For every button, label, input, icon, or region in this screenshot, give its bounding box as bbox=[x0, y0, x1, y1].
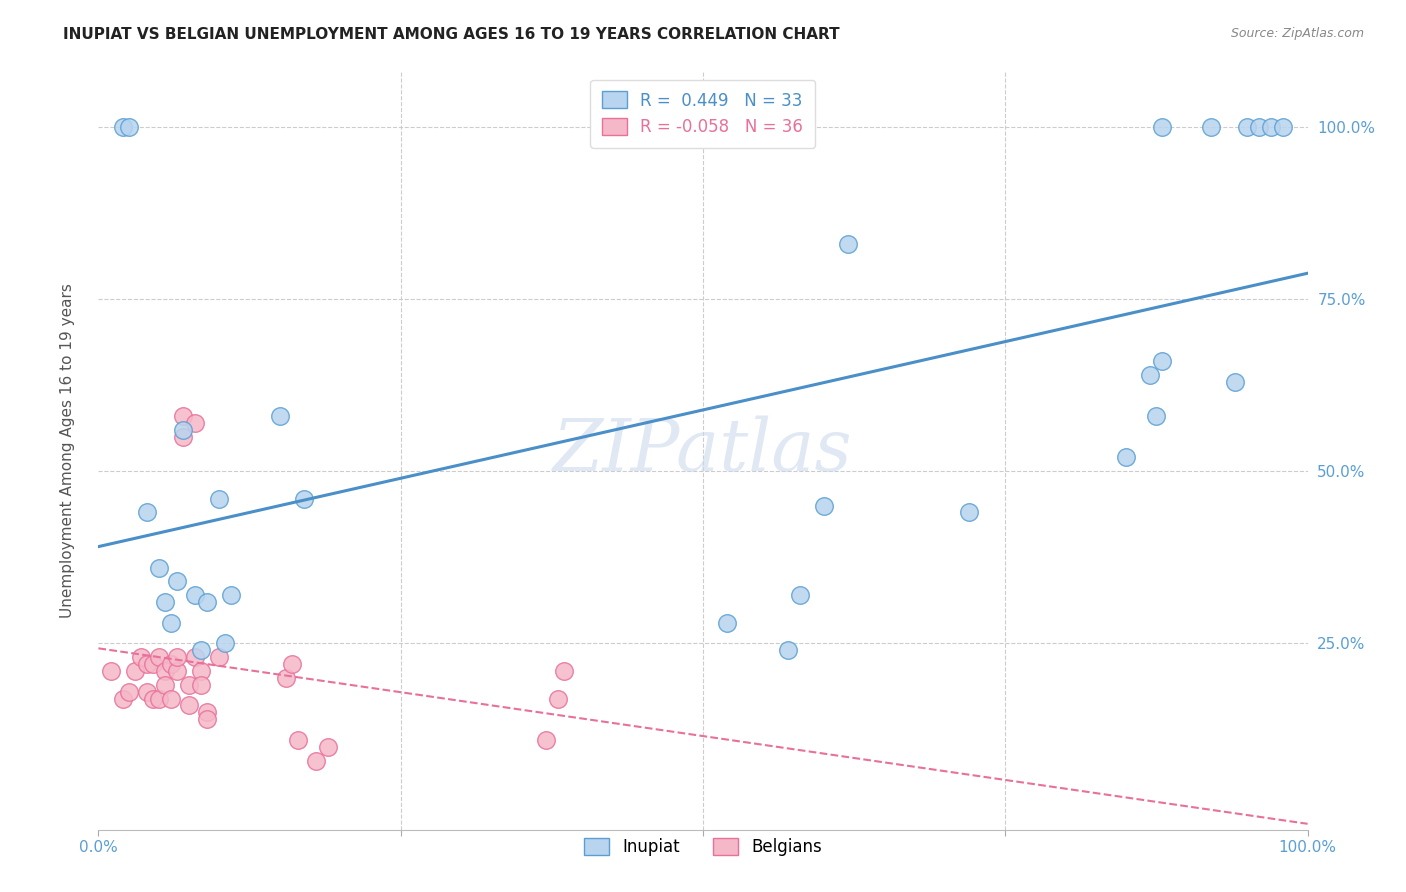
Point bbox=[153, 595, 176, 609]
Point bbox=[1236, 120, 1258, 134]
Point bbox=[160, 615, 183, 630]
Point bbox=[269, 409, 291, 423]
Point bbox=[142, 691, 165, 706]
Point bbox=[184, 416, 207, 430]
Point bbox=[142, 657, 165, 672]
Point bbox=[1223, 375, 1246, 389]
Point bbox=[534, 733, 557, 747]
Point bbox=[148, 650, 170, 665]
Point bbox=[292, 491, 315, 506]
Point bbox=[1272, 120, 1295, 134]
Text: Source: ZipAtlas.com: Source: ZipAtlas.com bbox=[1230, 27, 1364, 40]
Point bbox=[179, 698, 201, 713]
Point bbox=[172, 423, 194, 437]
Point bbox=[195, 706, 218, 720]
Point bbox=[160, 691, 183, 706]
Y-axis label: Unemployment Among Ages 16 to 19 years: Unemployment Among Ages 16 to 19 years bbox=[60, 283, 75, 618]
Point bbox=[837, 236, 859, 251]
Text: ZIPatlas: ZIPatlas bbox=[553, 415, 853, 486]
Point bbox=[553, 664, 575, 678]
Point bbox=[208, 650, 231, 665]
Point bbox=[1249, 120, 1271, 134]
Point bbox=[214, 636, 236, 650]
Point bbox=[1152, 120, 1174, 134]
Point bbox=[129, 650, 152, 665]
Point bbox=[1115, 450, 1137, 465]
Point bbox=[274, 671, 297, 685]
Point bbox=[190, 643, 212, 657]
Point bbox=[716, 615, 738, 630]
Point bbox=[153, 664, 176, 678]
Point bbox=[1152, 354, 1174, 368]
Point bbox=[190, 664, 212, 678]
Point bbox=[1139, 368, 1161, 382]
Point bbox=[153, 678, 176, 692]
Point bbox=[208, 491, 231, 506]
Point bbox=[111, 120, 134, 134]
Point bbox=[190, 678, 212, 692]
Point bbox=[221, 588, 243, 602]
Point bbox=[166, 574, 188, 589]
Point bbox=[118, 120, 141, 134]
Point bbox=[172, 430, 194, 444]
Point bbox=[148, 691, 170, 706]
Point bbox=[135, 506, 157, 520]
Point bbox=[287, 733, 309, 747]
Point bbox=[184, 588, 207, 602]
Point bbox=[316, 739, 339, 754]
Point bbox=[957, 506, 980, 520]
Point bbox=[148, 560, 170, 574]
Point bbox=[1199, 120, 1222, 134]
Legend: Inupiat, Belgians: Inupiat, Belgians bbox=[576, 831, 830, 863]
Point bbox=[135, 684, 157, 698]
Point bbox=[281, 657, 304, 672]
Point bbox=[547, 691, 569, 706]
Point bbox=[195, 712, 218, 726]
Point bbox=[135, 657, 157, 672]
Point bbox=[118, 684, 141, 698]
Text: INUPIAT VS BELGIAN UNEMPLOYMENT AMONG AGES 16 TO 19 YEARS CORRELATION CHART: INUPIAT VS BELGIAN UNEMPLOYMENT AMONG AG… bbox=[63, 27, 839, 42]
Point bbox=[172, 409, 194, 423]
Point bbox=[184, 650, 207, 665]
Point bbox=[813, 499, 835, 513]
Point bbox=[124, 664, 146, 678]
Point bbox=[166, 664, 188, 678]
Point bbox=[111, 691, 134, 706]
Point bbox=[179, 678, 201, 692]
Point bbox=[305, 754, 328, 768]
Point bbox=[195, 595, 218, 609]
Point bbox=[166, 650, 188, 665]
Point bbox=[789, 588, 811, 602]
Point bbox=[776, 643, 799, 657]
Point bbox=[100, 664, 122, 678]
Point bbox=[1146, 409, 1168, 423]
Point bbox=[1260, 120, 1282, 134]
Point bbox=[160, 657, 183, 672]
